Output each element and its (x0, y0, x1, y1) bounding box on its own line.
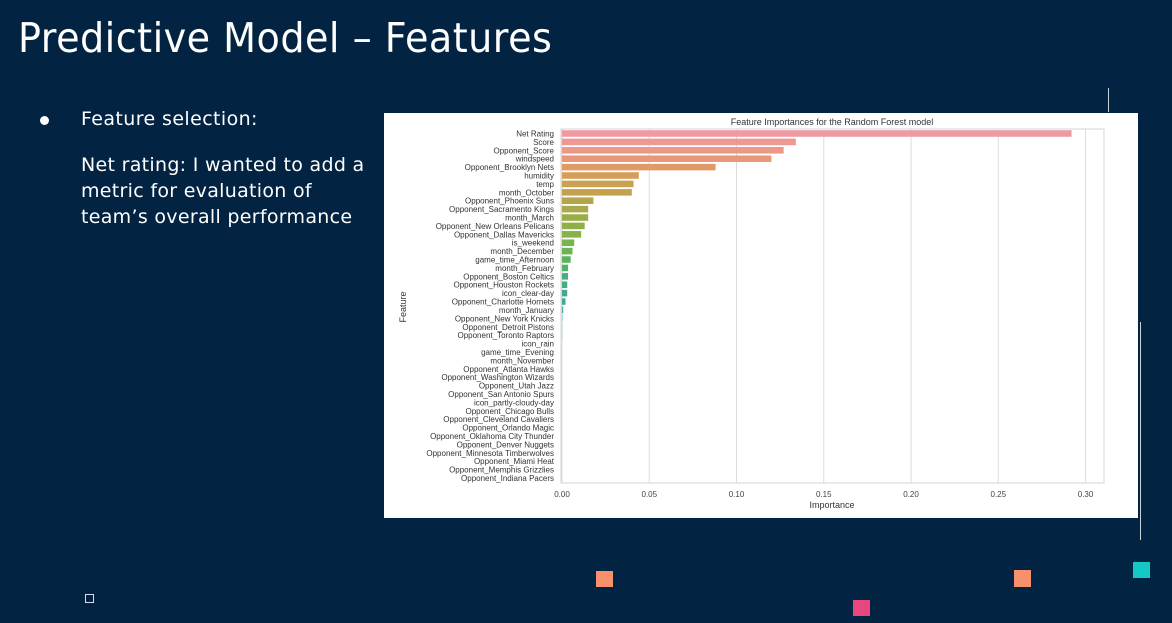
bar (562, 130, 1072, 137)
y-tick-label: Opponent_Denver Nuggets (457, 440, 554, 449)
y-tick-label: Opponent_Utah Jazz (479, 382, 554, 391)
x-tick-label: 0.00 (554, 490, 570, 499)
y-tick-label: is_weekend (512, 239, 554, 248)
decor-square-pink (853, 600, 870, 616)
bar (562, 239, 575, 247)
bar (562, 163, 716, 171)
bar (562, 231, 582, 238)
decor-square-orange-right (1014, 570, 1031, 587)
y-tick-label: Opponent_Dallas Mavericks (454, 230, 554, 239)
bar (562, 247, 573, 255)
bar (562, 172, 639, 179)
bar (562, 189, 632, 196)
y-tick-label: Opponent_Memphis Grizzlies (449, 466, 554, 475)
bar (562, 155, 772, 162)
bar (562, 264, 569, 272)
bar (562, 205, 589, 213)
y-tick-label: Net Rating (516, 130, 554, 139)
y-tick-label: Opponent_Indiana Pacers (461, 474, 554, 483)
x-tick-label: 0.10 (729, 490, 745, 499)
chart-bars (562, 130, 1072, 339)
y-tick-label: month_October (499, 188, 554, 197)
y-tick-label: Opponent_Detroit Pistons (462, 323, 554, 332)
x-tick-label: 0.15 (816, 490, 832, 499)
bar (562, 273, 569, 280)
y-tick-label: Opponent_Oklahoma City Thunder (430, 432, 554, 441)
y-tick-label: Opponent_Atlanta Hawks (463, 365, 554, 374)
y-tick-label: Opponent_Boston Celtics (463, 272, 554, 281)
chart-x-tick-labels: 0.00 0.05 0.10 0.15 0.20 0.25 0.30 (554, 490, 1094, 499)
y-tick-label: icon_partly-cloudy-day (474, 398, 554, 407)
decor-line-right (1140, 322, 1141, 540)
bar (562, 281, 568, 289)
y-tick-label: Opponent_Sacramento Kings (449, 205, 554, 214)
y-tick-label: month_December (490, 247, 554, 256)
x-tick-label: 0.05 (641, 490, 657, 499)
y-tick-label: Opponent_Phoenix Suns (465, 197, 554, 206)
x-tick-label: 0.20 (903, 490, 919, 499)
bar (562, 289, 568, 297)
y-tick-label: Opponent_Orlando Magic (462, 424, 554, 433)
y-tick-label: Score (533, 138, 554, 147)
bar (562, 306, 564, 314)
y-tick-label: Opponent_Washington Wizards (441, 373, 554, 382)
y-tick-label: month_February (495, 264, 554, 273)
bullet-heading: Feature selection: (81, 108, 258, 130)
bullet-body-text: Net rating: I wanted to add a metric for… (81, 154, 365, 228)
y-tick-label: game_time_Afternoon (475, 256, 554, 265)
x-tick-label: 0.30 (1078, 490, 1094, 499)
bar (562, 147, 784, 154)
y-tick-label: icon_clear-day (502, 289, 554, 298)
bar (562, 256, 571, 263)
y-tick-label: Opponent_New Orleans Pelicans (436, 222, 554, 231)
bar (562, 138, 796, 146)
y-tick-label: Opponent_Brooklyn Nets (465, 163, 554, 172)
chart-y-tick-labels: Net RatingScoreOpponent_ScorewindspeedOp… (426, 130, 554, 484)
bar (562, 214, 589, 221)
y-tick-label: Opponent_Cleveland Cavaliers (443, 415, 554, 424)
y-tick-label: Opponent_Score (494, 146, 555, 155)
bar (562, 222, 585, 230)
bar (562, 298, 566, 305)
bar (562, 180, 634, 188)
y-tick-label: windspeed (515, 155, 554, 164)
y-tick-label: Opponent_Minnesota Timberwolves (426, 449, 554, 458)
y-tick-label: Opponent_Charlotte Hornets (452, 298, 554, 307)
y-tick-label: game_time_Evening (481, 348, 554, 357)
decor-line-top (1108, 88, 1109, 112)
y-tick-label: icon_rain (522, 340, 554, 349)
y-tick-label: Opponent_New York Knicks (455, 314, 554, 323)
decor-square-outline (85, 594, 94, 603)
chart-title: Feature Importances for the Random Fores… (731, 117, 934, 127)
y-tick-label: Opponent_Houston Rockets (453, 281, 554, 290)
chart-ylabel: Feature (398, 291, 408, 322)
x-tick-label: 0.25 (991, 490, 1007, 499)
bar (562, 197, 594, 204)
chart-svg: Feature Importances for the Random Fores… (398, 117, 1105, 510)
decor-square-teal (1133, 562, 1150, 578)
y-tick-label: humidity (524, 172, 554, 181)
feature-importance-chart: Feature Importances for the Random Fores… (384, 113, 1138, 518)
y-tick-label: Opponent_Toronto Raptors (457, 331, 554, 340)
plot-frame (560, 128, 1105, 484)
y-tick-label: month_November (490, 356, 554, 365)
y-tick-label: Opponent_Chicago Bulls (465, 407, 554, 416)
bullet-dot (40, 116, 49, 125)
y-tick-label: temp (536, 180, 554, 189)
y-tick-label: month_January (499, 306, 554, 315)
y-tick-label: Opponent_Miami Heat (474, 457, 555, 466)
y-tick-label: month_March (505, 214, 554, 223)
chart-xlabel: Importance (809, 500, 854, 510)
decor-square-orange-left (596, 571, 613, 587)
chart-grid (561, 129, 1087, 483)
y-tick-label: Opponent_San Antonio Spurs (448, 390, 554, 399)
slide-title: Predictive Model – Features (18, 14, 553, 62)
